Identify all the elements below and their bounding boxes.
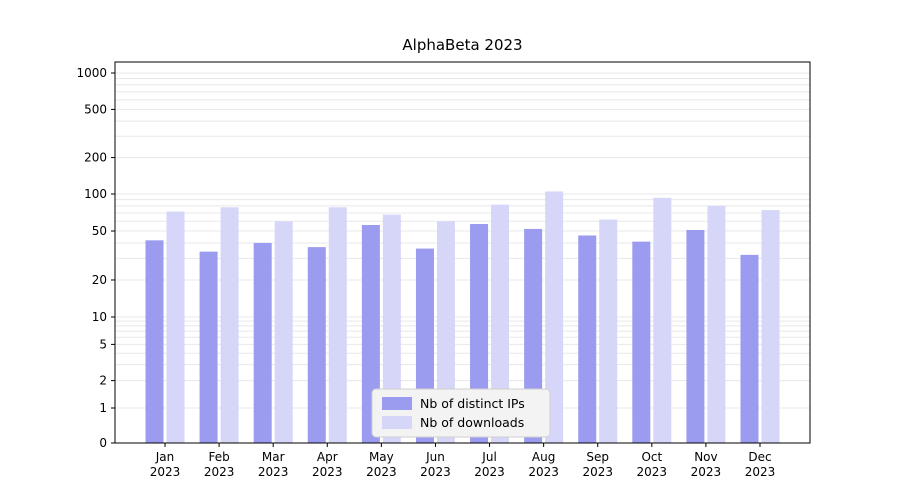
bar-distinct-ips	[253, 242, 272, 443]
y-tick-label: 5	[99, 337, 107, 351]
x-tick-label-year: 2023	[150, 465, 181, 479]
bar-distinct-ips	[578, 235, 597, 443]
legend-swatch-downloads	[382, 416, 412, 429]
legend-box	[371, 388, 551, 438]
x-tick-label-month: Oct	[641, 450, 662, 464]
x-tick-label-year: 2023	[637, 465, 668, 479]
x-tick-label-year: 2023	[420, 465, 451, 479]
x-tick-label-month: Jun	[425, 450, 445, 464]
bar-distinct-ips	[145, 240, 164, 443]
y-tick-label: 0	[99, 436, 107, 450]
y-tick-label: 500	[84, 102, 107, 116]
plot-border	[114, 61, 811, 444]
legend-label-distinct-ips: Nb of distinct IPs	[420, 396, 525, 411]
bar-distinct-ips	[307, 247, 326, 443]
x-tick-label-year: 2023	[366, 465, 397, 479]
y-tick-label: 1	[99, 401, 107, 415]
x-tick-label-year: 2023	[312, 465, 343, 479]
y-tick-label: 50	[92, 224, 107, 238]
bar-distinct-ips	[199, 251, 218, 443]
y-tick-label: 10	[92, 310, 107, 324]
bar-downloads	[274, 221, 293, 443]
y-tick-label: 20	[92, 273, 107, 287]
bar-downloads	[436, 221, 455, 443]
x-tick-label-month: Nov	[694, 450, 717, 464]
bar-downloads	[707, 205, 726, 443]
bar-distinct-ips	[361, 224, 380, 443]
x-tick-label-year: 2023	[691, 465, 722, 479]
chart-title: AlphaBeta 2023	[402, 36, 523, 54]
bar-downloads	[599, 219, 618, 443]
x-tick-label-year: 2023	[745, 465, 776, 479]
x-tick-label-month: Apr	[317, 450, 338, 464]
x-tick-label-month: Dec	[748, 450, 771, 464]
bar-downloads	[382, 214, 401, 443]
legend-label-downloads: Nb of downloads	[420, 415, 524, 430]
bar-downloads	[328, 207, 347, 443]
x-tick-label-month: Jan	[155, 450, 175, 464]
bar-downloads	[653, 197, 672, 443]
y-tick-label: 200	[84, 151, 107, 165]
x-tick-label-year: 2023	[204, 465, 235, 479]
legend-swatch-distinct-ips	[382, 397, 412, 410]
bar-downloads	[166, 211, 185, 443]
x-tick-label-year: 2023	[528, 465, 559, 479]
bar-distinct-ips	[686, 229, 705, 443]
y-tick-label: 2	[99, 374, 107, 388]
bar-downloads	[545, 191, 564, 443]
bar-downloads	[761, 210, 780, 443]
x-tick-label-year: 2023	[582, 465, 613, 479]
x-tick-label-month: May	[369, 450, 394, 464]
x-tick-label-year: 2023	[258, 465, 289, 479]
x-tick-label-month: Sep	[586, 450, 609, 464]
x-tick-label-month: Aug	[532, 450, 555, 464]
x-tick-label-year: 2023	[474, 465, 505, 479]
y-tick-label: 1000	[76, 66, 107, 80]
x-tick-label-month: Mar	[262, 450, 285, 464]
bar-distinct-ips	[632, 241, 651, 443]
bar-distinct-ips	[470, 224, 489, 443]
bar-downloads	[220, 207, 239, 443]
bar-distinct-ips	[740, 254, 759, 443]
bar-downloads	[491, 204, 510, 443]
y-tick-label: 100	[84, 187, 107, 201]
x-tick-label-month: Jul	[481, 450, 496, 464]
x-tick-label-month: Feb	[208, 450, 229, 464]
